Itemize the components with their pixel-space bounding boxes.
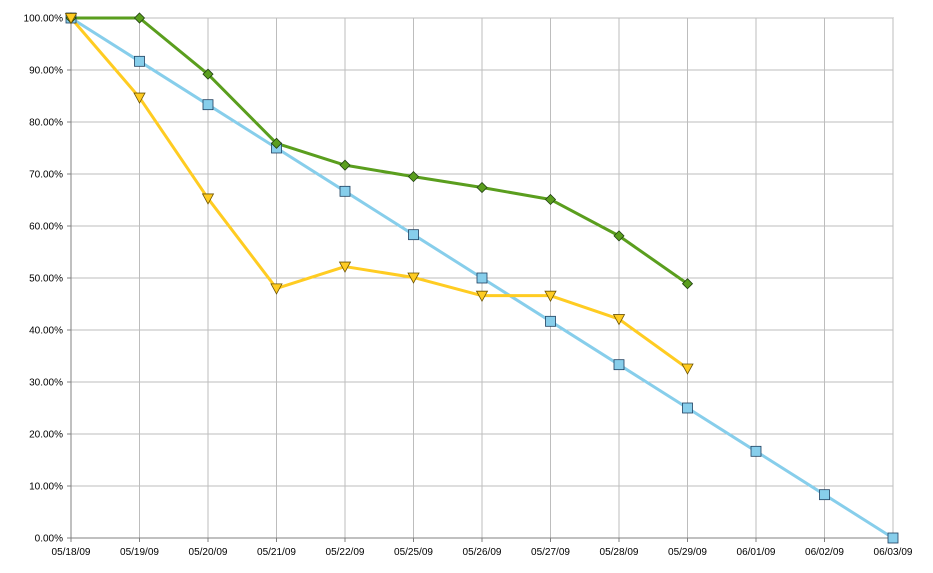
series-2-diamond-marker <box>407 171 420 183</box>
y-tick-label: 100.00% <box>24 14 64 25</box>
series-2-line <box>71 16 689 285</box>
series-1-square-marker <box>682 402 693 414</box>
x-tick-label: 06/03/09 <box>874 547 913 558</box>
series-1-square-marker <box>339 185 351 197</box>
y-tick-label: 0.00% <box>35 534 63 545</box>
series-2-diamond-marker <box>613 230 625 242</box>
series-1-square-marker <box>408 229 419 241</box>
series-3-triangle-marker <box>544 290 557 303</box>
series-1-square-marker <box>750 445 762 457</box>
series-3-triangle-marker <box>270 283 283 295</box>
series-1-square-marker <box>887 532 899 544</box>
series-3-line <box>69 17 689 370</box>
y-tick-label: 50.00% <box>29 274 63 285</box>
series-3-triangle-marker <box>201 193 215 205</box>
series-2-diamond-marker <box>339 159 351 171</box>
series-2-diamond-marker <box>681 278 694 290</box>
series-1-square-marker <box>545 315 556 327</box>
y-tick-label: 70.00% <box>29 170 63 181</box>
y-tick-label: 30.00% <box>29 378 63 389</box>
x-tick-label: 05/18/09 <box>52 547 91 558</box>
y-tick-label: 10.00% <box>29 482 63 493</box>
series-3-triangle-marker <box>681 363 694 375</box>
x-tick-label: 05/22/09 <box>326 547 365 558</box>
series-1-square-marker <box>202 99 214 111</box>
series-2-diamond-marker <box>270 137 283 149</box>
x-tick-label: 05/27/09 <box>531 547 570 558</box>
series-1-square-marker <box>819 489 830 501</box>
series-1-square-marker <box>134 55 145 67</box>
series-2-diamond-marker <box>202 68 214 80</box>
series-3-triangle-marker <box>133 92 146 104</box>
x-tick-label: 05/21/09 <box>257 547 296 558</box>
series-3-triangle-marker <box>407 272 420 284</box>
series-markers <box>64 12 899 544</box>
y-tick-label: 60.00% <box>29 222 63 233</box>
series-1-square-marker <box>613 359 625 371</box>
series-2-diamond-marker <box>476 181 488 194</box>
y-tick-label: 20.00% <box>29 430 63 441</box>
series-3-triangle-marker <box>338 261 352 273</box>
y-tick-label: 90.00% <box>29 66 63 77</box>
series-2-diamond-marker <box>133 12 146 24</box>
x-tick-label: 06/02/09 <box>805 547 844 558</box>
x-tick-label: 05/25/09 <box>394 547 433 558</box>
series-2-diamond-marker <box>544 193 557 206</box>
series-3-triangle-marker <box>475 290 489 303</box>
series-3-triangle-marker <box>64 13 78 25</box>
axes: 0.00% 10.00% 20.00% 30.00% 40.00% 50.00% 60.00… <box>24 14 913 559</box>
x-tick-label: 05/19/09 <box>120 547 159 558</box>
y-tick-label: 40.00% <box>29 326 63 337</box>
x-tick-label: 06/01/09 <box>737 547 776 558</box>
series-3-triangle-marker <box>612 314 626 326</box>
y-tick-label: 80.00% <box>29 118 63 129</box>
x-tick-label: 05/20/09 <box>189 547 228 558</box>
series-1-square-marker <box>476 272 488 284</box>
x-tick-label: 05/29/09 <box>668 547 707 558</box>
x-tick-label: 05/28/09 <box>600 547 639 558</box>
x-tick-label: 05/26/09 <box>463 547 502 558</box>
